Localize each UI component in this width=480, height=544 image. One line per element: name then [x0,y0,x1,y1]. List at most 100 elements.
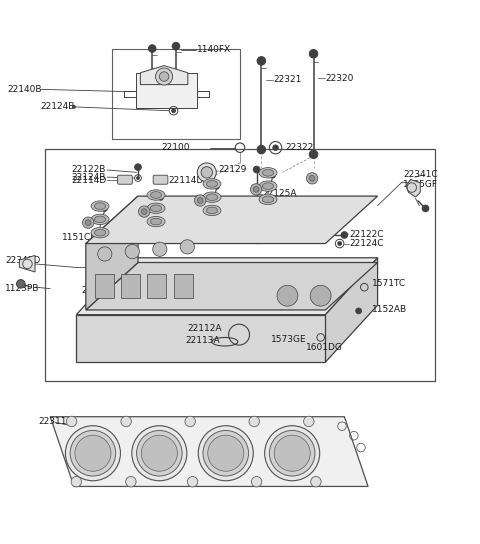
Text: 1573GE: 1573GE [271,335,306,344]
Text: 22125C: 22125C [81,287,116,295]
Circle shape [215,184,219,189]
Circle shape [303,416,314,426]
Text: 22129: 22129 [219,165,247,175]
Circle shape [251,184,262,195]
Circle shape [309,176,315,181]
Circle shape [201,166,213,178]
Circle shape [208,435,244,471]
Circle shape [172,109,176,113]
Circle shape [75,435,111,471]
Circle shape [252,477,262,487]
Circle shape [72,106,75,108]
Text: 22122C: 22122C [349,230,384,239]
Ellipse shape [206,181,218,187]
FancyBboxPatch shape [118,175,132,184]
Circle shape [65,426,120,481]
Circle shape [309,50,318,58]
Circle shape [172,42,180,50]
Text: 22100: 22100 [162,143,190,152]
Ellipse shape [203,205,221,216]
Circle shape [185,416,195,426]
Circle shape [422,205,429,212]
Circle shape [197,197,203,203]
Ellipse shape [91,227,109,238]
Polygon shape [19,255,35,272]
Circle shape [249,416,260,426]
Text: 22140B: 22140B [8,85,42,94]
Circle shape [102,207,107,211]
Circle shape [141,435,178,471]
Text: 1601DG: 1601DG [306,343,343,353]
Circle shape [138,206,150,217]
Ellipse shape [147,190,165,200]
Text: 1152AB: 1152AB [372,305,407,314]
Polygon shape [325,258,378,362]
Circle shape [137,430,182,476]
Circle shape [269,430,315,476]
Bar [121,274,140,298]
Circle shape [198,426,253,481]
Circle shape [341,232,348,238]
Text: 22124B: 22124B [72,172,106,182]
Circle shape [273,145,278,151]
Ellipse shape [95,230,106,236]
Circle shape [83,217,94,228]
Circle shape [71,477,82,487]
Circle shape [137,177,139,180]
Text: 22112A: 22112A [188,324,222,333]
Circle shape [274,435,310,471]
Circle shape [148,45,156,52]
Text: 22122B: 22122B [72,165,106,175]
Circle shape [141,209,147,214]
Text: 22125A: 22125A [263,189,297,198]
Text: 1140FX: 1140FX [197,46,231,54]
Circle shape [306,172,318,184]
Bar [96,274,114,298]
Circle shape [159,72,169,81]
Text: 22114D: 22114D [72,176,107,185]
Circle shape [158,195,163,200]
Text: 22311: 22311 [38,417,67,426]
Ellipse shape [259,181,277,191]
Circle shape [187,477,198,487]
Ellipse shape [262,183,274,189]
Circle shape [270,174,275,178]
Ellipse shape [150,205,162,212]
Polygon shape [86,196,378,244]
Text: 1125GF: 1125GF [403,180,438,189]
Circle shape [257,57,265,65]
Circle shape [97,247,112,261]
Ellipse shape [259,194,277,205]
Text: 1151CJ: 1151CJ [62,233,94,242]
Ellipse shape [95,216,106,222]
Circle shape [257,145,265,154]
Ellipse shape [206,207,218,214]
Bar [136,73,197,108]
Polygon shape [406,180,420,197]
Ellipse shape [259,168,277,178]
Ellipse shape [147,217,165,227]
Circle shape [194,195,206,206]
Bar [112,49,240,139]
Ellipse shape [147,203,165,213]
Circle shape [253,166,260,173]
Ellipse shape [91,201,109,211]
Polygon shape [76,258,378,314]
Text: 22124C: 22124C [349,239,384,248]
Circle shape [180,240,194,254]
Circle shape [277,285,298,306]
Text: 22113A: 22113A [185,336,220,345]
Circle shape [125,244,139,259]
Circle shape [338,242,342,245]
Text: 22124B: 22124B [41,102,75,112]
Circle shape [309,150,318,159]
Polygon shape [50,417,368,486]
Circle shape [156,68,173,85]
Text: 22114D: 22114D [169,176,204,185]
Ellipse shape [203,178,221,189]
Ellipse shape [262,196,274,203]
Polygon shape [76,314,325,362]
Bar [174,274,192,298]
Circle shape [203,430,249,476]
Ellipse shape [150,191,162,199]
